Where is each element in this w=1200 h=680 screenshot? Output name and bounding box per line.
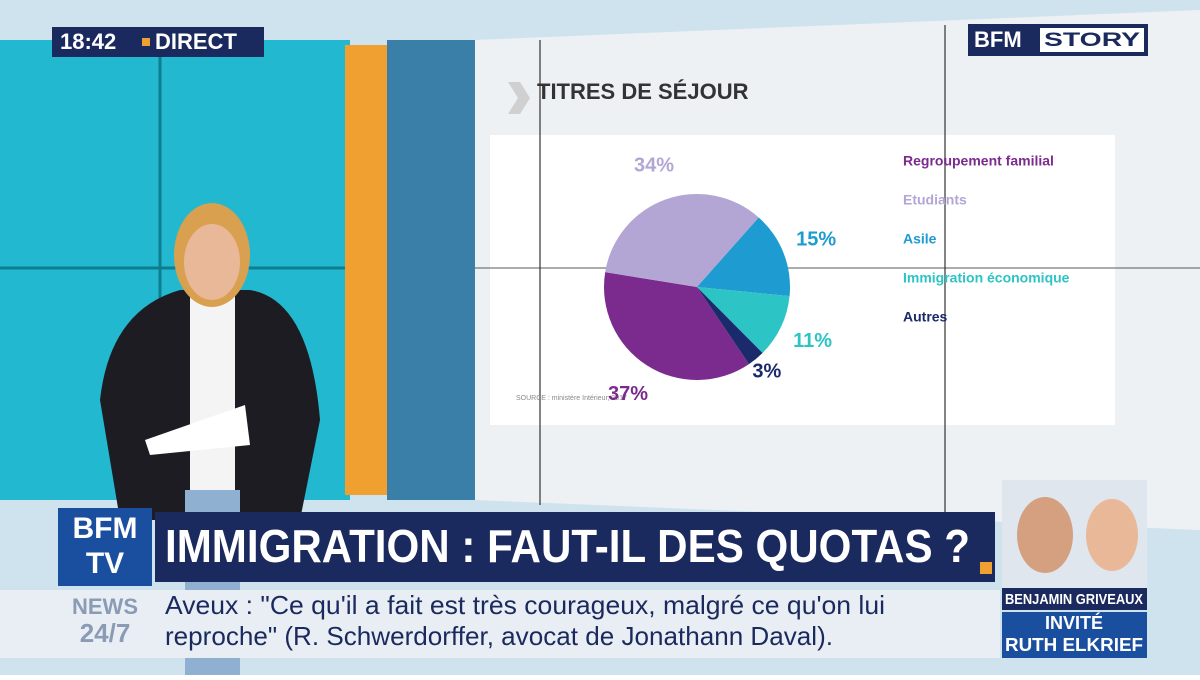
dark-wall — [387, 40, 487, 500]
value-label: 3% — [752, 360, 781, 382]
legend-entry: Immigration économique — [903, 270, 1070, 286]
pie-slice — [697, 287, 763, 365]
headline-box — [155, 512, 995, 582]
value-label: 15% — [796, 229, 836, 251]
clock: 18:42 — [60, 29, 116, 54]
host-name: RUTH ELKRIEF — [1005, 635, 1143, 655]
value-label: 37% — [608, 383, 648, 405]
guest-box — [1002, 588, 1147, 610]
legend-entry: Regroupement familial — [903, 153, 1054, 169]
host-box — [1002, 612, 1147, 658]
chart-source: SOURCE : ministère Intérieur, 2017 — [516, 395, 627, 402]
value-label: 34% — [634, 155, 674, 177]
legend-entry: Autres — [903, 309, 948, 325]
live-label: DIRECT — [155, 29, 237, 54]
ticker-bar — [0, 590, 1000, 658]
chart-title: TITRES DE SÉJOUR — [537, 79, 749, 104]
headline: IMMIGRATION : FAUT-IL DES QUOTAS ? — [165, 520, 970, 572]
news-label: 24/7 — [80, 618, 131, 648]
pie-slice — [605, 194, 759, 287]
ticker-text: reproche" (R. Schwerdorffer, avocat de J… — [165, 621, 833, 651]
legend-entry: Etudiants — [903, 192, 967, 208]
guest-face — [1017, 497, 1073, 573]
value-label: 11% — [793, 330, 832, 352]
orange-stripe — [345, 45, 387, 495]
station-logo: BFM — [73, 512, 138, 545]
pie-slice — [604, 272, 750, 380]
news-label: NEWS — [72, 594, 138, 619]
live-dot — [142, 38, 150, 46]
ticker-text: Aveux : "Ce qu'il a fait est très courag… — [165, 590, 885, 620]
station-logo: TV — [86, 547, 124, 580]
pie-slice — [697, 217, 791, 297]
channel-logo: BFM — [974, 27, 1022, 52]
pie-chart: 37% Regroupement familial 34% Etudiants 15% A… — [604, 153, 1070, 405]
channel-logo-plate — [1040, 28, 1144, 52]
clock-box — [52, 27, 264, 57]
host-face — [1086, 499, 1138, 571]
station-logo-box — [58, 508, 152, 586]
title-arrow — [508, 82, 530, 114]
presenter — [100, 203, 320, 675]
guest-name: BENJAMIN GRIVEAUX — [1005, 591, 1143, 608]
legend-entry: Asile — [903, 231, 937, 247]
pie-slice — [697, 287, 790, 353]
host-label: INVITÉ — [1045, 612, 1103, 633]
chart-panel — [490, 135, 1115, 425]
channel-logo: STORY — [1044, 30, 1140, 51]
headline-dot — [980, 562, 992, 574]
